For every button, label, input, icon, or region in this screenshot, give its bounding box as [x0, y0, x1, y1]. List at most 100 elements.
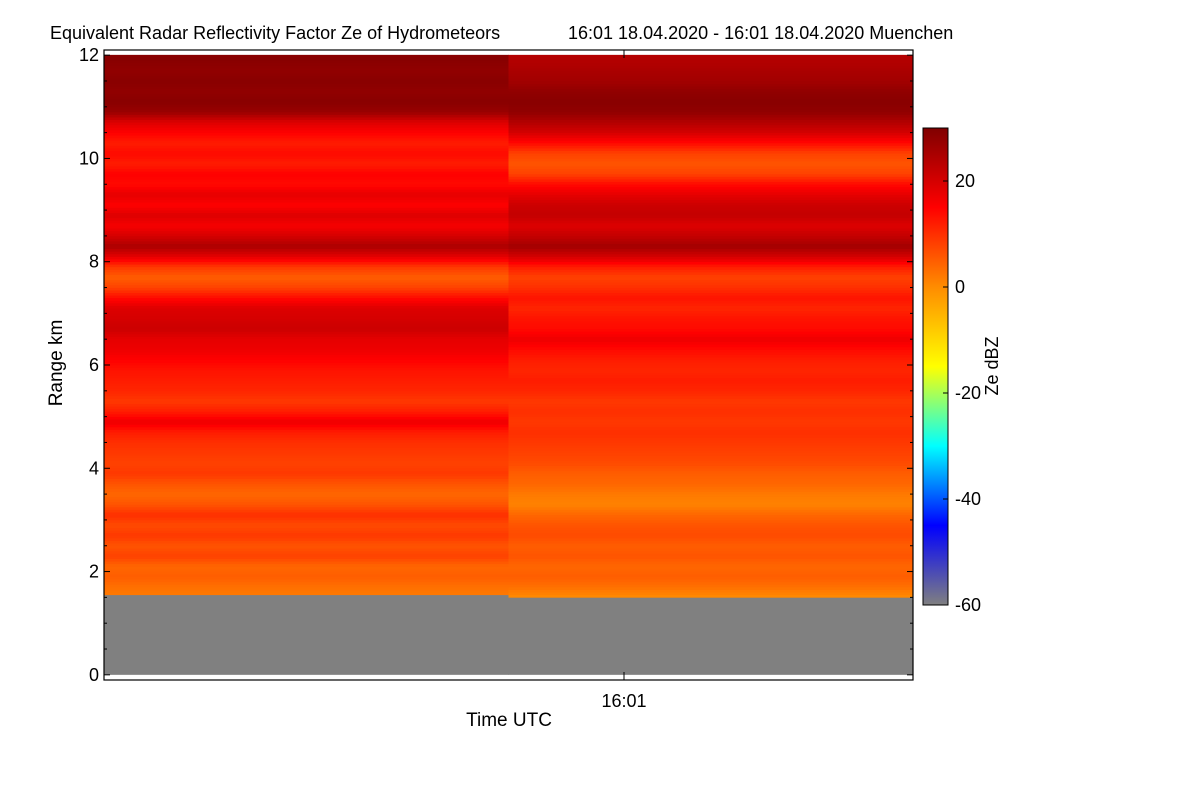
heatmap-cell [104, 160, 509, 164]
heatmap-cell [508, 178, 914, 182]
heatmap-cell [104, 269, 509, 273]
heatmap-cell [508, 537, 914, 541]
heatmap-cell [104, 124, 509, 128]
heatmap-cell [508, 540, 914, 544]
heatmap-cell [104, 498, 509, 503]
heatmap-cell [104, 478, 509, 482]
heatmap-cell [104, 101, 509, 105]
heatmap-cell [104, 529, 509, 534]
heatmap-cell [104, 581, 509, 585]
heatmap-cell [104, 333, 509, 337]
heatmap-cell [508, 248, 914, 252]
heatmap-cell [104, 584, 509, 588]
heatmap-cell [508, 584, 914, 588]
heatmap-cell [104, 421, 509, 425]
heatmap-cell [104, 480, 509, 485]
heatmap-cell [508, 426, 914, 430]
colorbar-tick-label: -40 [955, 489, 981, 509]
heatmap-cell [104, 323, 509, 327]
heatmap-cell [508, 496, 914, 500]
heatmap-cell [508, 183, 914, 188]
heatmap-cell [104, 78, 509, 82]
heatmap-cell [104, 436, 509, 441]
heatmap-cell [508, 486, 914, 490]
heatmap-cell [104, 204, 509, 208]
y-tick-label: 0 [89, 665, 99, 685]
heatmap-cell [104, 408, 509, 412]
heatmap-cell [104, 524, 509, 528]
heatmap-cell [104, 586, 509, 590]
heatmap-cell [104, 127, 509, 131]
heatmap-cell [508, 253, 914, 257]
heatmap-cell [508, 576, 914, 580]
heatmap-cell [508, 238, 914, 242]
heatmap-cell [508, 60, 914, 64]
heatmap-cell [104, 116, 509, 121]
heatmap-cell [508, 279, 914, 283]
heatmap-cell [508, 62, 914, 66]
heatmap-cell [104, 88, 509, 92]
chart-title: Equivalent Radar Reflectivity Factor Ze … [50, 23, 500, 43]
heatmap-cell [104, 336, 509, 340]
heatmap-cell [104, 465, 509, 469]
heatmap-cell [508, 233, 914, 237]
heatmap-cell [104, 284, 509, 288]
y-tick-label: 12 [79, 45, 99, 65]
heatmap-cell [104, 385, 509, 389]
heatmap-cell [508, 310, 914, 314]
heatmap-cell [508, 176, 914, 180]
heatmap-cell [104, 171, 509, 175]
heatmap-cell [508, 498, 914, 503]
heatmap-cell [508, 58, 914, 61]
heatmap-cell [104, 375, 509, 379]
heatmap-cell [508, 282, 914, 286]
heatmap-cell [104, 274, 509, 278]
heatmap-cell [508, 475, 914, 479]
heatmap-cell [508, 171, 914, 175]
heatmap-cell [104, 264, 509, 268]
plot-area: 0 2 4 6 8 10 12 16:01 [79, 45, 914, 711]
heatmap-cell [508, 121, 914, 126]
heatmap-cell [508, 145, 914, 149]
heatmap-cell [508, 173, 914, 177]
heatmap-cell [104, 325, 509, 330]
heatmap-cell [104, 310, 509, 314]
heatmap-cell [508, 284, 914, 288]
heatmap-cell [104, 302, 509, 306]
heatmap-cell [508, 573, 914, 578]
heatmap-cell [508, 568, 914, 572]
heatmap-cell [508, 566, 914, 570]
y-tick-label: 10 [79, 148, 99, 168]
heatmap-cell [508, 555, 914, 559]
heatmap-cell [508, 382, 914, 386]
heatmap-cell [104, 238, 509, 242]
heatmap-cell [104, 150, 509, 154]
heatmap-cell [508, 101, 914, 105]
heatmap-cell [508, 434, 914, 438]
heatmap-cell [104, 486, 509, 490]
heatmap-cell [104, 305, 509, 309]
heatmap-cell [104, 560, 509, 565]
heatmap-column-1 [104, 54, 509, 675]
heatmap-cell [104, 590, 509, 594]
heatmap-cell [104, 573, 509, 578]
heatmap-cell [104, 467, 509, 472]
heatmap-cell [508, 351, 914, 355]
heatmap-cell [104, 163, 509, 167]
heatmap-cell [508, 189, 914, 193]
heatmap-cell [508, 191, 914, 195]
heatmap-cell [104, 460, 509, 464]
heatmap-cell [508, 116, 914, 121]
heatmap-cell [508, 452, 914, 456]
heatmap-cell [104, 67, 509, 71]
heatmap-cell [508, 377, 914, 381]
heatmap-cell [104, 106, 509, 110]
heatmap-cell [104, 93, 509, 97]
heatmap-cell [508, 258, 914, 263]
heatmap-cell [104, 253, 509, 257]
heatmap-cell [508, 346, 914, 350]
heatmap-cell [104, 514, 509, 518]
heatmap-cell [104, 282, 509, 286]
heatmap-cell [508, 261, 914, 265]
heatmap-cell [104, 119, 509, 123]
